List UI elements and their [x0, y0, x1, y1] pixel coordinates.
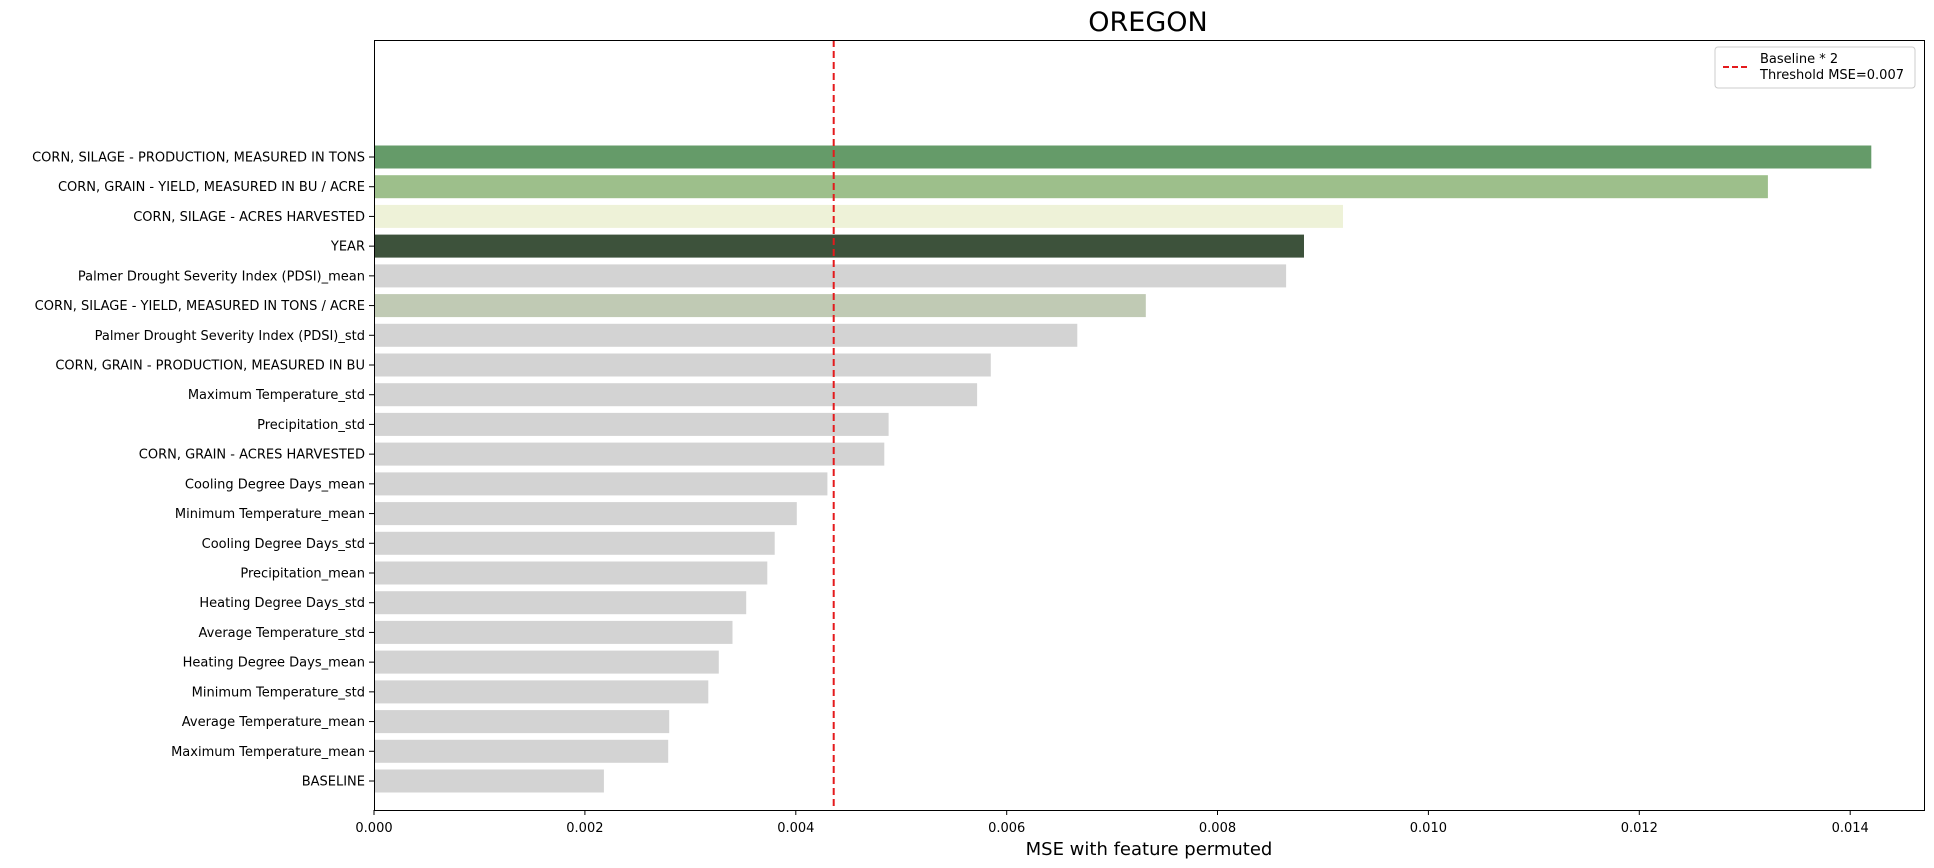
y-tick-label: Minimum Temperature_mean — [175, 507, 365, 522]
bar — [374, 234, 1304, 258]
y-tick-label: Palmer Drought Severity Index (PDSI)_std — [95, 329, 365, 344]
y-tick-labels: CORN, SILAGE - PRODUCTION, MEASURED IN T… — [32, 151, 374, 790]
y-tick-label: Heating Degree Days_mean — [183, 656, 365, 671]
x-axis-ticks: 0.000 0.002 0.004 0.006 0.008 0.010 0.012 0.014 — [355, 810, 1869, 836]
legend-entry-2: Threshold MSE=0.007 — [1759, 68, 1904, 83]
y-tick-label: YEAR — [330, 240, 365, 255]
x-tick-label: 0.002 — [566, 821, 603, 836]
y-tick-label: Minimum Temperature_std — [192, 685, 365, 700]
bar — [374, 353, 991, 377]
bar — [374, 561, 768, 585]
y-tick-label: Maximum Temperature_mean — [171, 745, 365, 760]
x-tick-label: 0.006 — [988, 821, 1025, 836]
legend-entry-1: Baseline * 2 — [1760, 52, 1838, 67]
x-tick-label: 0.010 — [1410, 821, 1447, 836]
bar — [374, 710, 670, 734]
y-tick-label: Cooling Degree Days_mean — [185, 477, 365, 492]
bar — [374, 175, 1768, 199]
y-tick-label: CORN, GRAIN - ACRES HARVESTED — [139, 448, 365, 463]
x-tick-label: 0.014 — [1832, 821, 1869, 836]
bar — [374, 442, 885, 466]
bar — [374, 472, 828, 496]
y-tick-label: CORN, SILAGE - YIELD, MEASURED IN TONS /… — [35, 299, 365, 314]
bar — [374, 591, 747, 615]
chart-title: OREGON — [1088, 7, 1207, 38]
bar — [374, 739, 669, 763]
y-tick-label: CORN, SILAGE - PRODUCTION, MEASURED IN T… — [32, 151, 365, 166]
bar — [374, 412, 889, 436]
y-tick-label: Precipitation_std — [257, 418, 365, 433]
y-tick-label: Average Temperature_std — [199, 626, 366, 641]
bar — [374, 294, 1146, 318]
bar — [374, 204, 1343, 228]
bar — [374, 383, 978, 407]
y-tick-label: Palmer Drought Severity Index (PDSI)_mea… — [78, 269, 365, 284]
x-tick-label: 0.000 — [355, 821, 392, 836]
bar — [374, 680, 709, 704]
y-tick-label: Cooling Degree Days_std — [202, 537, 365, 552]
x-axis-label: MSE with feature permuted — [1026, 839, 1273, 860]
legend-box — [1714, 46, 1916, 89]
y-tick-label: CORN, GRAIN - PRODUCTION, MEASURED IN BU — [55, 359, 365, 374]
bar — [374, 502, 797, 526]
x-tick-label: 0.012 — [1621, 821, 1658, 836]
bar — [374, 531, 775, 555]
y-tick-label: Heating Degree Days_std — [199, 596, 365, 611]
y-tick-label: Precipitation_mean — [240, 567, 365, 582]
bar — [374, 145, 1872, 169]
bars-layer — [374, 145, 1872, 793]
y-tick-label: CORN, GRAIN - YIELD, MEASURED IN BU / AC… — [58, 180, 365, 195]
legend: Baseline * 2 Threshold MSE=0.007 — [1714, 46, 1916, 89]
plot-frame — [374, 40, 1925, 811]
y-tick-label: BASELINE — [302, 775, 365, 790]
bar — [374, 264, 1287, 288]
y-tick-label: CORN, SILAGE - ACRES HARVESTED — [133, 210, 365, 225]
bar — [374, 620, 733, 644]
bar — [374, 650, 719, 674]
bar — [374, 769, 604, 793]
y-tick-label: Average Temperature_mean — [182, 715, 365, 730]
bar — [374, 323, 1078, 347]
x-tick-label: 0.008 — [1199, 821, 1236, 836]
y-tick-label: Maximum Temperature_std — [188, 388, 365, 403]
x-tick-label: 0.004 — [777, 821, 814, 836]
